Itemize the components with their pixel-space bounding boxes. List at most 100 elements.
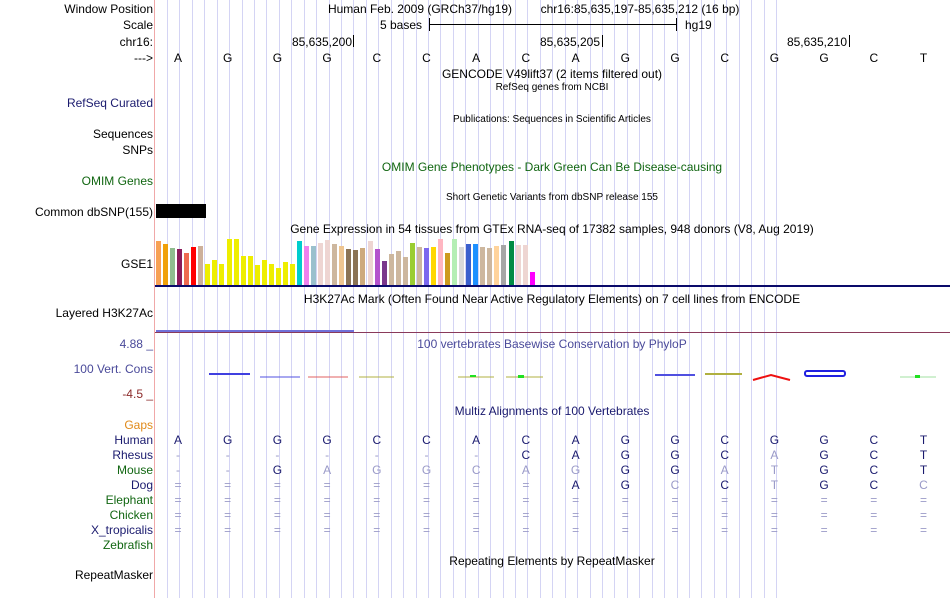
snps-label[interactable]: SNPs xyxy=(122,143,153,157)
grid-line xyxy=(564,0,566,598)
gtex-label[interactable]: GSE1 xyxy=(120,257,153,271)
species-label[interactable]: Mouse xyxy=(116,463,153,477)
gaps-label[interactable]: Gaps xyxy=(124,418,153,432)
gtex-bar[interactable] xyxy=(311,245,317,285)
gtex-bar[interactable] xyxy=(388,253,394,285)
gtex-bar[interactable] xyxy=(402,257,408,285)
omim-label[interactable]: OMIM Genes xyxy=(81,174,153,188)
gtex-bar[interactable] xyxy=(466,243,472,285)
grid-line xyxy=(465,0,467,598)
phylop-label[interactable]: 100 Vert. Cons xyxy=(73,362,153,376)
grid-line xyxy=(241,0,243,598)
grid-line xyxy=(664,0,666,598)
alignment-base: = xyxy=(721,523,729,537)
gtex-bar[interactable] xyxy=(163,243,169,285)
gtex-bar[interactable] xyxy=(381,261,387,285)
refseq-title: RefSeq genes from NCBI xyxy=(495,82,609,93)
gtex-bar[interactable] xyxy=(156,241,161,285)
gtex-bar[interactable] xyxy=(501,244,507,285)
gtex-bar[interactable] xyxy=(282,262,288,285)
gtex-bar[interactable] xyxy=(409,242,415,285)
dbsnp-feature[interactable] xyxy=(156,204,206,218)
species-label[interactable]: Zebrafish xyxy=(102,538,153,552)
h3k27ac-label[interactable]: Layered H3K27Ac xyxy=(55,306,153,320)
sequence-base: C xyxy=(869,51,879,65)
alignment-base: = xyxy=(870,523,878,537)
repeat-label[interactable]: RepeatMasker xyxy=(74,568,153,582)
gtex-bar[interactable] xyxy=(191,247,197,285)
scale-db: hg19 xyxy=(685,18,712,32)
sequences-label[interactable]: Sequences xyxy=(92,127,153,141)
gtex-bar[interactable] xyxy=(473,243,479,285)
gtex-bar[interactable] xyxy=(339,245,345,285)
alignment-base: = xyxy=(472,478,480,492)
gtex-bar[interactable] xyxy=(430,247,436,285)
grid-line xyxy=(167,0,168,598)
refseq-label[interactable]: RefSeq Curated xyxy=(66,96,153,110)
species-label[interactable]: X_tropicalis xyxy=(90,523,153,537)
sequence-base: A xyxy=(173,51,183,65)
gtex-bar[interactable] xyxy=(515,245,521,285)
coord-210: 85,635,210 xyxy=(786,35,847,49)
gtex-bar[interactable] xyxy=(360,248,366,285)
gtex-bar[interactable] xyxy=(367,241,373,285)
alignment-base: = xyxy=(919,508,928,522)
gtex-bar[interactable] xyxy=(416,247,422,285)
gtex-bar[interactable] xyxy=(184,252,190,285)
gtex-bar[interactable] xyxy=(395,250,401,285)
gtex-bar[interactable] xyxy=(219,264,225,285)
gtex-bar[interactable] xyxy=(325,239,331,285)
gtex-bar[interactable] xyxy=(487,248,493,285)
species-label[interactable]: Rhesus xyxy=(112,448,153,462)
gtex-bar[interactable] xyxy=(332,243,338,285)
gtex-bar[interactable] xyxy=(177,249,183,285)
gtex-bar-chart[interactable] xyxy=(156,237,536,285)
gtex-bar[interactable] xyxy=(170,248,176,285)
gtex-bar[interactable] xyxy=(226,239,232,285)
gtex-bar[interactable] xyxy=(438,239,443,285)
gtex-bar[interactable] xyxy=(318,242,324,285)
gtex-bar[interactable] xyxy=(304,245,310,285)
alignment-base: = xyxy=(522,478,530,492)
dbsnp-label[interactable]: Common dbSNP(155) xyxy=(34,205,153,219)
gtex-bar[interactable] xyxy=(254,265,260,285)
alignment-base: G xyxy=(620,433,630,447)
gtex-bar[interactable] xyxy=(289,264,295,285)
gtex-bar[interactable] xyxy=(212,259,218,285)
gtex-bar[interactable] xyxy=(445,252,451,285)
alignment-base: - xyxy=(225,448,230,462)
gtex-bar[interactable] xyxy=(346,249,352,285)
gtex-bar[interactable] xyxy=(247,256,253,285)
alignment-base: = xyxy=(323,478,331,492)
window-position-label: Window Position xyxy=(64,2,153,16)
gtex-bar[interactable] xyxy=(452,239,458,285)
gtex-bar[interactable] xyxy=(423,248,429,285)
alignment-base: C xyxy=(521,448,531,462)
gtex-bar[interactable] xyxy=(198,245,204,285)
gtex-bar[interactable] xyxy=(529,272,535,285)
gtex-bar[interactable] xyxy=(494,246,500,285)
gtex-bar[interactable] xyxy=(374,249,380,285)
alignment-base: = xyxy=(224,508,232,522)
species-label[interactable]: Human xyxy=(114,433,153,447)
gtex-bar[interactable] xyxy=(459,247,465,285)
gtex-bar[interactable] xyxy=(268,264,274,285)
gtex-bar[interactable] xyxy=(297,241,302,285)
gtex-bar[interactable] xyxy=(353,250,359,285)
gtex-bar[interactable] xyxy=(233,239,239,285)
gtex-bar[interactable] xyxy=(522,244,528,285)
gencode-title[interactable]: GENCODE V49lift37 (2 items filtered out) xyxy=(441,67,663,81)
gtex-bar[interactable] xyxy=(480,247,486,285)
gtex-bar[interactable] xyxy=(240,256,246,285)
gtex-bar[interactable] xyxy=(275,267,281,285)
species-label[interactable]: Chicken xyxy=(109,508,153,522)
grid-line xyxy=(577,0,579,598)
gtex-bar[interactable] xyxy=(508,241,514,285)
species-label[interactable]: Elephant xyxy=(105,493,153,507)
phylop-title: 100 vertebrates Basewise Conservation by… xyxy=(417,337,687,351)
gtex-bar[interactable] xyxy=(261,259,267,285)
label-divider[interactable] xyxy=(154,0,155,598)
species-label[interactable]: Dog xyxy=(130,478,153,492)
gtex-bar[interactable] xyxy=(205,264,211,285)
grid-line xyxy=(266,0,268,598)
